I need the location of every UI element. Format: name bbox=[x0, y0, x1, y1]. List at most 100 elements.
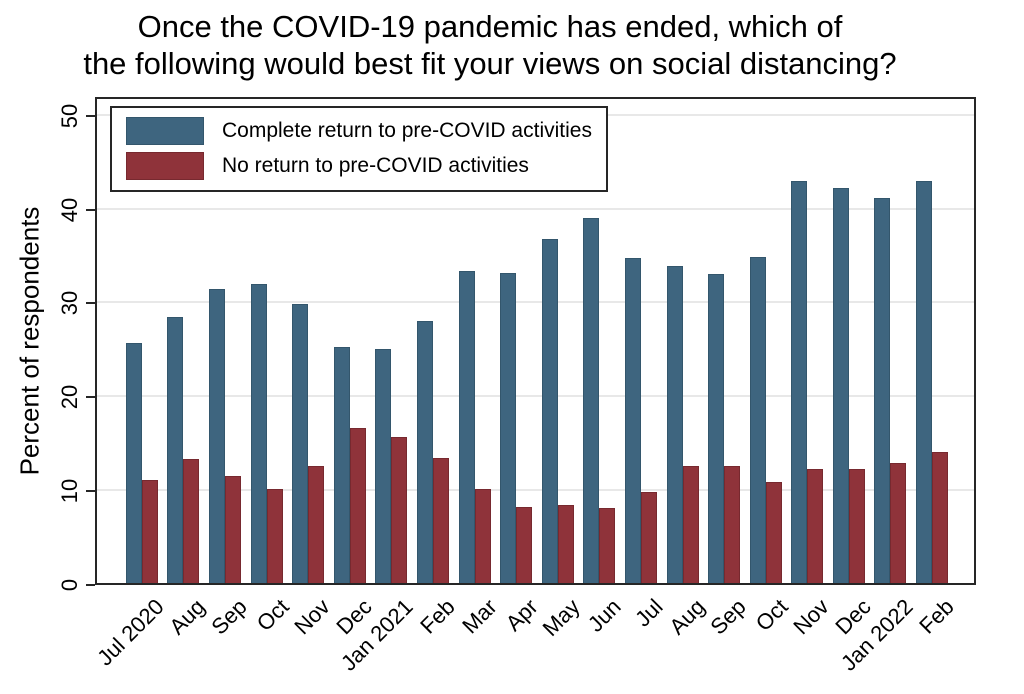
bar bbox=[474, 489, 491, 583]
bar bbox=[432, 458, 449, 583]
bar bbox=[682, 465, 699, 583]
y-tick-mark bbox=[86, 208, 95, 211]
bar bbox=[250, 283, 267, 583]
chart-title: Once the COVID-19 pandemic has ended, wh… bbox=[0, 8, 980, 82]
bar-group-12 bbox=[620, 99, 662, 583]
x-tick-label: Jun bbox=[583, 594, 627, 637]
bar bbox=[583, 218, 600, 583]
bar bbox=[333, 346, 350, 583]
x-tick-label: Feb bbox=[415, 594, 460, 639]
bar bbox=[932, 451, 949, 583]
bar bbox=[624, 258, 641, 583]
y-tick-label: 0 bbox=[57, 578, 82, 592]
bar-group-3 bbox=[246, 99, 288, 583]
x-tick-label: Oct bbox=[251, 594, 294, 636]
x-tick-label: Mar bbox=[456, 594, 502, 639]
bar-group-19 bbox=[911, 99, 953, 583]
y-tick-label: 10 bbox=[57, 478, 82, 504]
bar-group-5 bbox=[329, 99, 371, 583]
bar bbox=[749, 257, 766, 583]
bar-group-13 bbox=[662, 99, 704, 583]
bar bbox=[890, 463, 907, 583]
x-axis: Jul 2020 Aug Sep Oct Nov Dec Jan 2021 Feb Mar Apr… bbox=[91, 588, 976, 694]
bar-group-4 bbox=[287, 99, 329, 583]
x-tick-label: Jul bbox=[630, 594, 668, 632]
bar bbox=[724, 465, 741, 583]
bar bbox=[500, 273, 517, 583]
gridline-40 bbox=[97, 207, 974, 210]
x-tick-label: Oct bbox=[750, 594, 793, 636]
bar bbox=[125, 342, 142, 583]
bar bbox=[765, 481, 782, 583]
x-tick-label: Feb bbox=[914, 594, 959, 639]
bar bbox=[666, 265, 683, 583]
gridline-20 bbox=[97, 395, 974, 398]
bar bbox=[183, 459, 200, 583]
y-tick-label: 20 bbox=[57, 385, 82, 410]
gridline-30 bbox=[97, 301, 974, 304]
bar bbox=[224, 476, 241, 583]
bar bbox=[916, 181, 933, 583]
bar bbox=[308, 465, 325, 583]
bar-group-1 bbox=[163, 99, 205, 583]
bar-group-7 bbox=[412, 99, 454, 583]
bar-group-14 bbox=[703, 99, 745, 583]
y-axis: 0 10 20 30 40 50 bbox=[0, 97, 95, 591]
bar bbox=[416, 321, 433, 583]
bar bbox=[640, 492, 657, 583]
bar bbox=[557, 505, 574, 583]
bar-group-15 bbox=[745, 99, 787, 583]
bar-group-6 bbox=[371, 99, 413, 583]
bar-group-16 bbox=[787, 99, 829, 583]
bar bbox=[208, 289, 225, 583]
legend-swatch-no-return bbox=[126, 152, 204, 180]
legend-item-complete-return: Complete return to pre-COVID activities bbox=[126, 117, 592, 145]
bar bbox=[832, 188, 849, 583]
gridline-10 bbox=[97, 489, 974, 492]
y-tick-mark bbox=[86, 584, 95, 586]
x-tick-label: Sep bbox=[705, 594, 751, 640]
bar bbox=[516, 507, 533, 583]
chart-title-line1: Once the COVID-19 pandemic has ended, wh… bbox=[137, 9, 843, 44]
bar bbox=[848, 468, 865, 583]
legend-label-complete-return: Complete return to pre-COVID activities bbox=[222, 119, 592, 142]
chart-title-line2: the following would best fit your views … bbox=[83, 46, 897, 82]
x-tick-label: Sep bbox=[206, 594, 252, 640]
y-tick-label: 30 bbox=[57, 291, 82, 316]
bar bbox=[541, 238, 558, 583]
y-tick-label: 50 bbox=[57, 103, 82, 129]
bar bbox=[167, 316, 184, 583]
bar bbox=[791, 180, 808, 583]
bar bbox=[599, 508, 616, 583]
bar bbox=[375, 348, 392, 583]
legend: Complete return to pre-COVID activities … bbox=[110, 106, 608, 192]
x-tick-label: Apr bbox=[500, 594, 543, 636]
legend-item-no-return: No return to pre-COVID activities bbox=[126, 152, 592, 180]
bar bbox=[266, 489, 283, 583]
bar-group-8 bbox=[454, 99, 496, 583]
bar bbox=[708, 274, 725, 583]
bar bbox=[391, 436, 408, 583]
legend-label-no-return: No return to pre-COVID activities bbox=[222, 154, 529, 177]
bar bbox=[458, 270, 475, 583]
bar bbox=[292, 304, 309, 583]
bar bbox=[141, 479, 158, 583]
y-tick-label: 40 bbox=[57, 197, 82, 222]
x-tick-label: Nov bbox=[788, 594, 835, 640]
x-tick-label: Jul 2020 bbox=[91, 594, 169, 671]
bar-group-0 bbox=[121, 99, 163, 583]
x-tick-label: Aug bbox=[164, 594, 211, 640]
bar bbox=[874, 198, 891, 583]
y-tick-mark bbox=[86, 302, 95, 305]
x-tick-label: May bbox=[537, 594, 585, 642]
x-tick-label: Nov bbox=[289, 594, 335, 640]
plot-area: Complete return to pre-COVID activities … bbox=[95, 97, 976, 585]
y-axis-title: Percent of respondents bbox=[14, 206, 45, 476]
bar-group-18 bbox=[870, 99, 912, 583]
legend-swatch-complete-return bbox=[126, 117, 204, 145]
x-tick-label: Aug bbox=[663, 594, 710, 640]
bars-layer bbox=[97, 99, 974, 583]
bar bbox=[349, 428, 366, 583]
bar-group-10 bbox=[537, 99, 579, 583]
